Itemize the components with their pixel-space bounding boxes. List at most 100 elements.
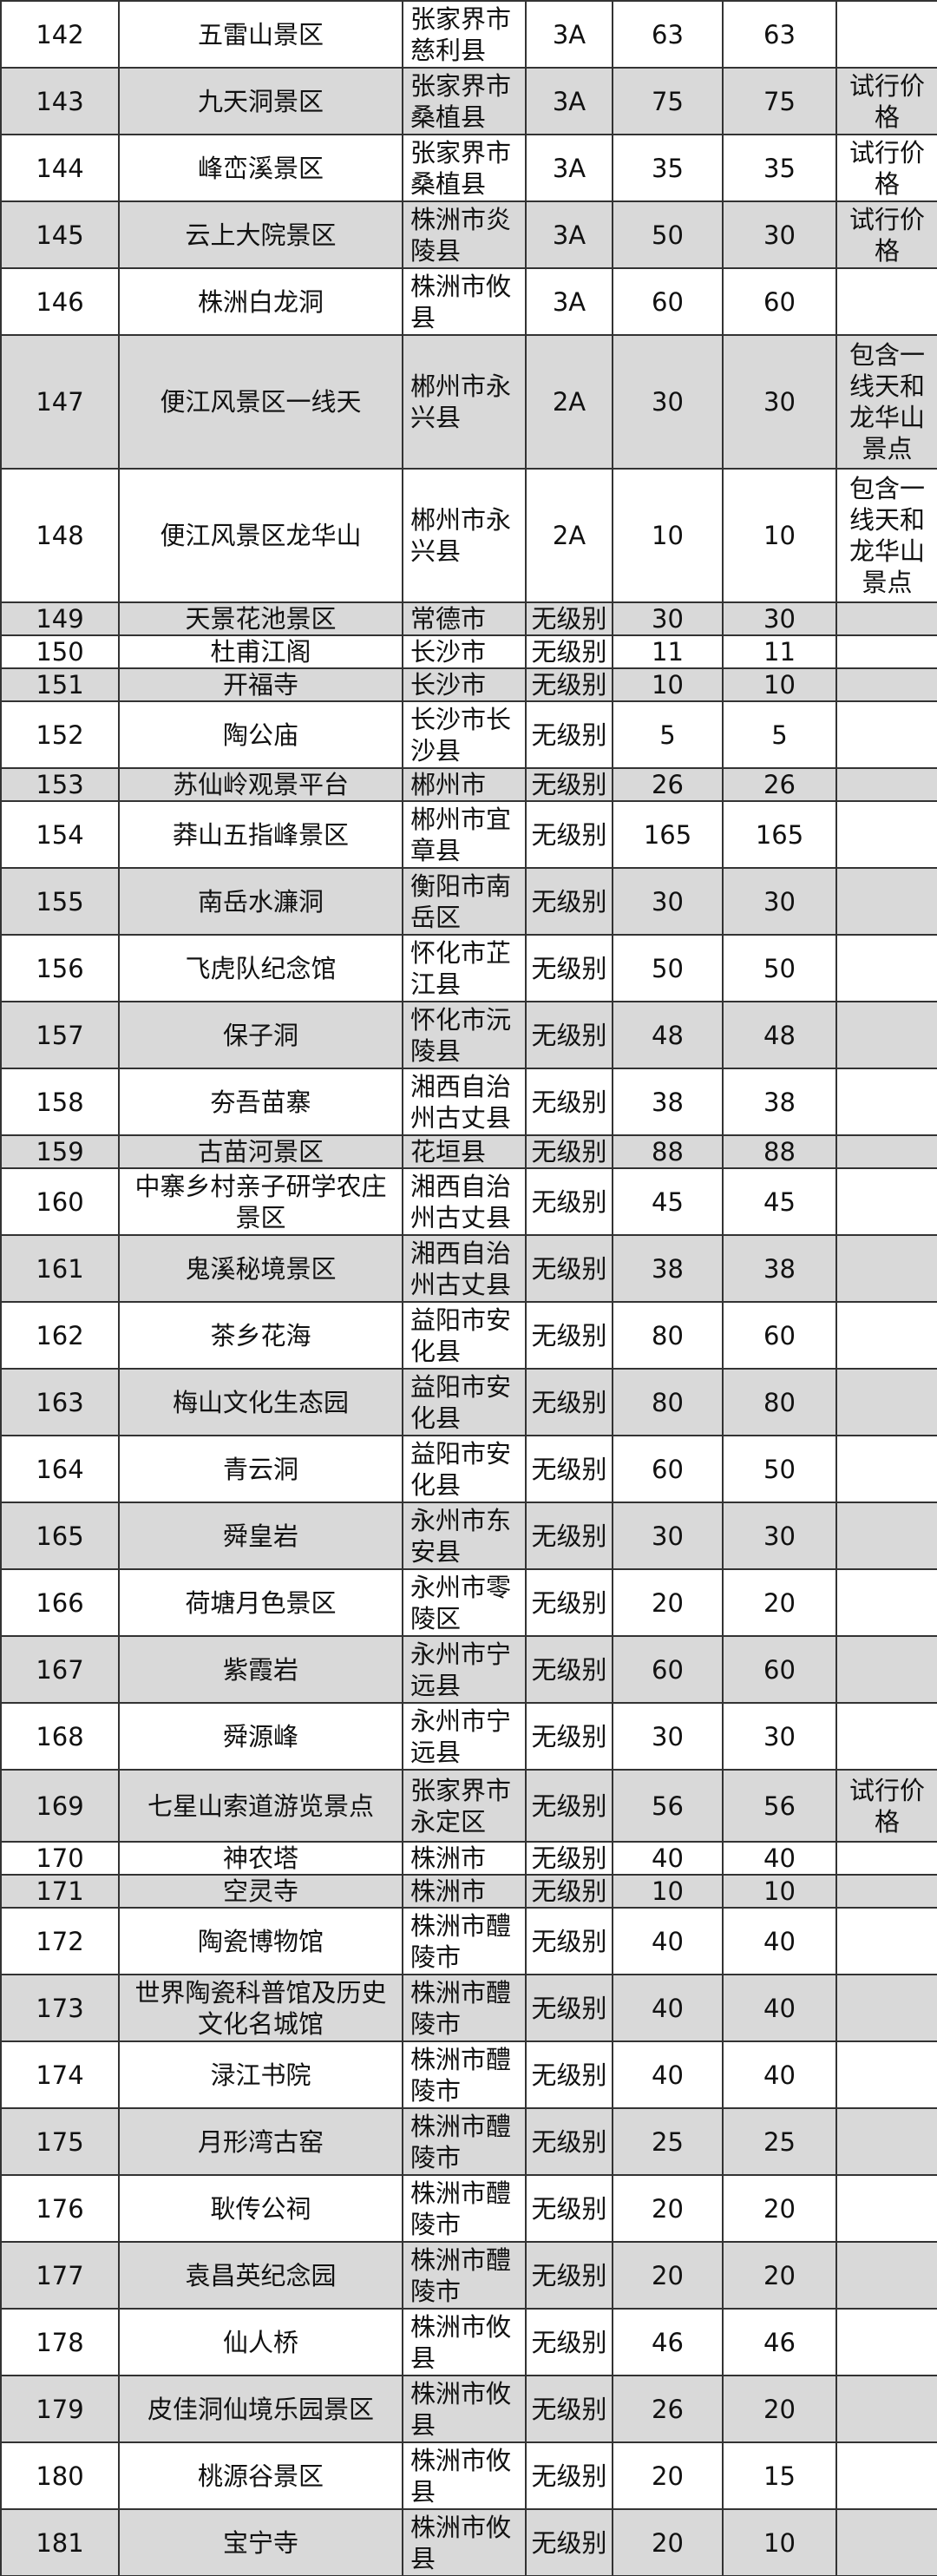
row-number: 167 xyxy=(0,1635,120,1704)
price: 50 xyxy=(612,200,724,269)
table-row: 166 荷塘月色景区 永州市零陵区 无级别 20 20 xyxy=(0,1568,937,1637)
grade: 3A xyxy=(525,67,613,135)
scenic-spot: 便江风景区一线天 xyxy=(118,334,403,470)
price: 63 xyxy=(722,0,837,69)
scenic-spot: 茶乡花海 xyxy=(118,1301,403,1370)
price: 38 xyxy=(722,1234,837,1303)
price: 40 xyxy=(612,2040,724,2109)
scenic-spot: 古苗河景区 xyxy=(118,1134,403,1169)
price: 60 xyxy=(612,267,724,336)
note xyxy=(835,1301,937,1370)
grade: 3A xyxy=(525,0,613,69)
table-row: 163 梅山文化生态园 益阳市安化县 无级别 80 80 xyxy=(0,1368,937,1436)
location: 怀化市芷江县 xyxy=(402,934,527,1002)
location: 益阳市安化县 xyxy=(402,1368,527,1436)
note xyxy=(835,1702,937,1771)
price: 10 xyxy=(722,1874,837,1909)
price: 30 xyxy=(722,200,837,269)
price: 38 xyxy=(612,1234,724,1303)
grade: 无级别 xyxy=(525,700,613,769)
price: 20 xyxy=(722,2174,837,2243)
grade: 无级别 xyxy=(525,934,613,1002)
note xyxy=(835,1234,937,1303)
location: 株洲市醴陵市 xyxy=(402,2174,527,2243)
location: 益阳市安化县 xyxy=(402,1435,527,1503)
note xyxy=(835,601,937,636)
price: 10 xyxy=(722,468,837,603)
price: 75 xyxy=(612,67,724,135)
table-row: 168 舜源峰 永州市宁远县 无级别 30 30 xyxy=(0,1702,937,1771)
price: 40 xyxy=(612,1907,724,1975)
location: 郴州市宜章县 xyxy=(402,800,527,869)
note xyxy=(835,2241,937,2310)
price: 40 xyxy=(722,1907,837,1975)
note xyxy=(835,2441,937,2510)
table-row: 147 便江风景区一线天 郴州市永兴县 2A 30 30 包含一线天和龙华山景点 xyxy=(0,334,937,470)
price: 30 xyxy=(612,1702,724,1771)
grade: 无级别 xyxy=(525,1435,613,1503)
price: 45 xyxy=(722,1167,837,1236)
row-number: 175 xyxy=(0,2107,120,2176)
location: 株洲市 xyxy=(402,1841,527,1876)
price: 48 xyxy=(612,1001,724,1069)
price: 75 xyxy=(722,67,837,135)
price: 10 xyxy=(612,468,724,603)
row-number: 173 xyxy=(0,1974,120,2042)
price: 10 xyxy=(722,667,837,702)
note xyxy=(835,267,937,336)
location: 株洲市攸县 xyxy=(402,2508,527,2576)
row-number: 142 xyxy=(0,0,120,69)
note: 试行价格 xyxy=(835,1769,937,1843)
row-number: 158 xyxy=(0,1068,120,1136)
row-number: 153 xyxy=(0,767,120,802)
table-row: 154 莽山五指峰景区 郴州市宜章县 无级别 165 165 xyxy=(0,800,937,869)
location: 株洲市攸县 xyxy=(402,2375,527,2443)
price: 45 xyxy=(612,1167,724,1236)
price: 56 xyxy=(722,1769,837,1843)
scenic-spot: 仙人桥 xyxy=(118,2308,403,2376)
note xyxy=(835,2508,937,2576)
grade: 无级别 xyxy=(525,767,613,802)
grade: 无级别 xyxy=(525,1134,613,1169)
grade: 无级别 xyxy=(525,601,613,636)
row-number: 155 xyxy=(0,867,120,936)
table-row: 172 陶瓷博物馆 株洲市醴陵市 无级别 40 40 xyxy=(0,1907,937,1975)
price: 11 xyxy=(612,634,724,669)
note xyxy=(835,1635,937,1704)
table-row: 181 宝宁寺 株洲市攸县 无级别 20 10 xyxy=(0,2508,937,2576)
grade: 无级别 xyxy=(525,1635,613,1704)
location: 株洲市醴陵市 xyxy=(402,1907,527,1975)
table-row: 157 保子洞 怀化市沅陵县 无级别 48 48 xyxy=(0,1001,937,1069)
table-row: 171 空灵寺 株洲市 无级别 10 10 xyxy=(0,1874,937,1909)
scenic-spot: 南岳水濂洞 xyxy=(118,867,403,936)
table-row: 176 耿传公祠 株洲市醴陵市 无级别 20 20 xyxy=(0,2174,937,2243)
row-number: 174 xyxy=(0,2040,120,2109)
row-number: 170 xyxy=(0,1841,120,1876)
location: 永州市东安县 xyxy=(402,1502,527,1570)
location: 湘西自治州古丈县 xyxy=(402,1068,527,1136)
row-number: 176 xyxy=(0,2174,120,2243)
row-number: 177 xyxy=(0,2241,120,2310)
price: 60 xyxy=(722,267,837,336)
location: 长沙市 xyxy=(402,667,527,702)
scenic-spot: 袁昌英纪念园 xyxy=(118,2241,403,2310)
price: 5 xyxy=(722,700,837,769)
price: 20 xyxy=(612,2441,724,2510)
row-number: 145 xyxy=(0,200,120,269)
grade: 无级别 xyxy=(525,1234,613,1303)
row-number: 171 xyxy=(0,1874,120,1909)
row-number: 149 xyxy=(0,601,120,636)
row-number: 162 xyxy=(0,1301,120,1370)
price: 15 xyxy=(722,2441,837,2510)
table-row: 146 株洲白龙洞 株洲市攸县 3A 60 60 xyxy=(0,267,937,336)
row-number: 147 xyxy=(0,334,120,470)
location: 长沙市 xyxy=(402,634,527,669)
grade: 3A xyxy=(525,267,613,336)
row-number: 160 xyxy=(0,1167,120,1236)
price: 63 xyxy=(612,0,724,69)
row-number: 146 xyxy=(0,267,120,336)
price: 88 xyxy=(612,1134,724,1169)
grade: 3A xyxy=(525,134,613,202)
